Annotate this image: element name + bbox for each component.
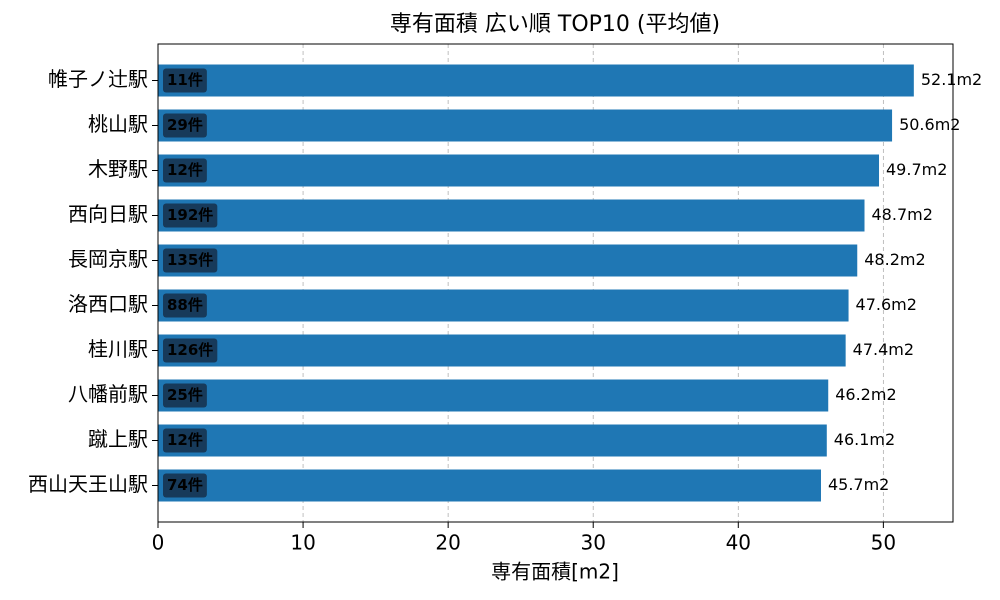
y-tick-label: 桂川駅 — [88, 337, 148, 361]
bar — [158, 289, 849, 322]
count-label: 135件 — [167, 251, 213, 269]
count-badge — [163, 203, 218, 228]
value-label: 47.4m2 — [853, 340, 914, 359]
chart-title: 専有面積 広い順 TOP10 (平均値) — [390, 12, 720, 37]
bar — [158, 469, 821, 502]
bar — [158, 154, 880, 187]
count-label: 192件 — [167, 206, 213, 224]
value-label: 47.6m2 — [856, 295, 917, 314]
count-label: 25件 — [167, 386, 203, 404]
x-axis-label: 専有面積[m2] — [491, 560, 619, 584]
bar — [158, 244, 858, 277]
count-label: 74件 — [167, 476, 203, 494]
value-label: 49.7m2 — [886, 160, 947, 179]
count-badge — [163, 293, 207, 318]
bar — [158, 64, 914, 97]
x-tick-label: 30 — [580, 531, 605, 555]
count-badge — [163, 68, 207, 93]
y-tick-label: 蹴上駅 — [88, 427, 148, 451]
value-label: 52.1m2 — [921, 70, 982, 89]
x-tick-label: 10 — [290, 531, 315, 555]
y-tick-label: 帷子ノ辻駅 — [48, 67, 148, 91]
count-badge — [163, 248, 218, 273]
count-badge — [163, 113, 207, 138]
y-tick-label: 西向日駅 — [68, 202, 148, 226]
plot-frame — [157, 43, 954, 523]
value-label: 45.7m2 — [828, 475, 889, 494]
count-label: 126件 — [167, 341, 213, 359]
count-label: 29件 — [167, 116, 203, 134]
y-tick-label: 木野駅 — [88, 157, 148, 181]
count-label: 12件 — [167, 161, 203, 179]
bar — [158, 379, 829, 412]
y-tick-label: 洛西口駅 — [68, 292, 148, 316]
count-badge — [163, 338, 218, 363]
count-label: 12件 — [167, 431, 203, 449]
value-label: 48.2m2 — [864, 250, 925, 269]
count-badge — [163, 383, 207, 408]
x-tick-label: 0 — [152, 531, 165, 555]
y-tick-label: 西山天王山駅 — [28, 472, 148, 496]
count-badge — [163, 428, 207, 453]
x-tick-label: 20 — [435, 531, 460, 555]
bar — [158, 334, 846, 367]
y-tick-label: 桃山駅 — [88, 112, 148, 136]
y-tick-label: 八幡前駅 — [68, 382, 148, 406]
value-label: 46.2m2 — [835, 385, 896, 404]
value-label: 50.6m2 — [899, 115, 960, 134]
count-badge — [163, 473, 207, 498]
x-tick-label: 40 — [726, 531, 751, 555]
count-label: 88件 — [167, 296, 203, 314]
count-label: 11件 — [167, 71, 203, 89]
y-tick-label: 長岡京駅 — [68, 247, 148, 271]
bar — [158, 424, 827, 457]
bar — [158, 199, 865, 232]
value-label: 46.1m2 — [834, 430, 895, 449]
value-label: 48.7m2 — [872, 205, 933, 224]
count-badge — [163, 158, 207, 183]
x-tick-label: 50 — [871, 531, 896, 555]
bar — [158, 109, 893, 142]
